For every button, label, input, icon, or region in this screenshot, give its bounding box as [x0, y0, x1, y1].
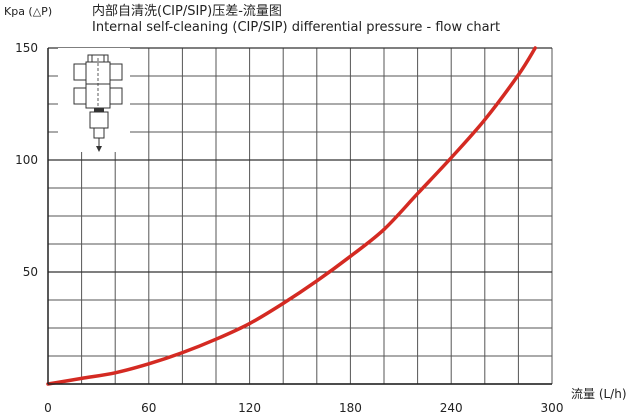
y-tick-label: 100	[15, 153, 38, 167]
x-tick-label: 300	[541, 401, 564, 415]
grid	[47, 47, 553, 385]
y-axis-label: Kpa (△P)	[4, 5, 53, 18]
chart-title: 内部自清洗(CIP/SIP)压差-流量图	[92, 4, 282, 19]
chart-title-block: 内部自清洗(CIP/SIP)压差-流量图 Internal self-clean…	[92, 4, 500, 36]
axes	[47, 48, 552, 385]
y-tick-label: 150	[15, 41, 38, 55]
x-tick-label: 120	[238, 401, 261, 415]
tick-labels: 0 60 120 180 240 300 50 100 150	[15, 41, 563, 415]
x-tick-label: 240	[440, 401, 463, 415]
x-axis-label: 流量 (L/h)	[571, 387, 627, 401]
chart-subtitle: Internal self-cleaning (CIP/SIP) differe…	[92, 20, 501, 35]
y-tick-label: 50	[23, 265, 38, 279]
x-tick-label: 0	[44, 401, 52, 415]
valve-diagram-icon	[58, 48, 130, 152]
pressure-flow-curve	[46, 46, 537, 386]
x-tick-label: 180	[339, 401, 362, 415]
x-tick-label: 60	[141, 401, 156, 415]
